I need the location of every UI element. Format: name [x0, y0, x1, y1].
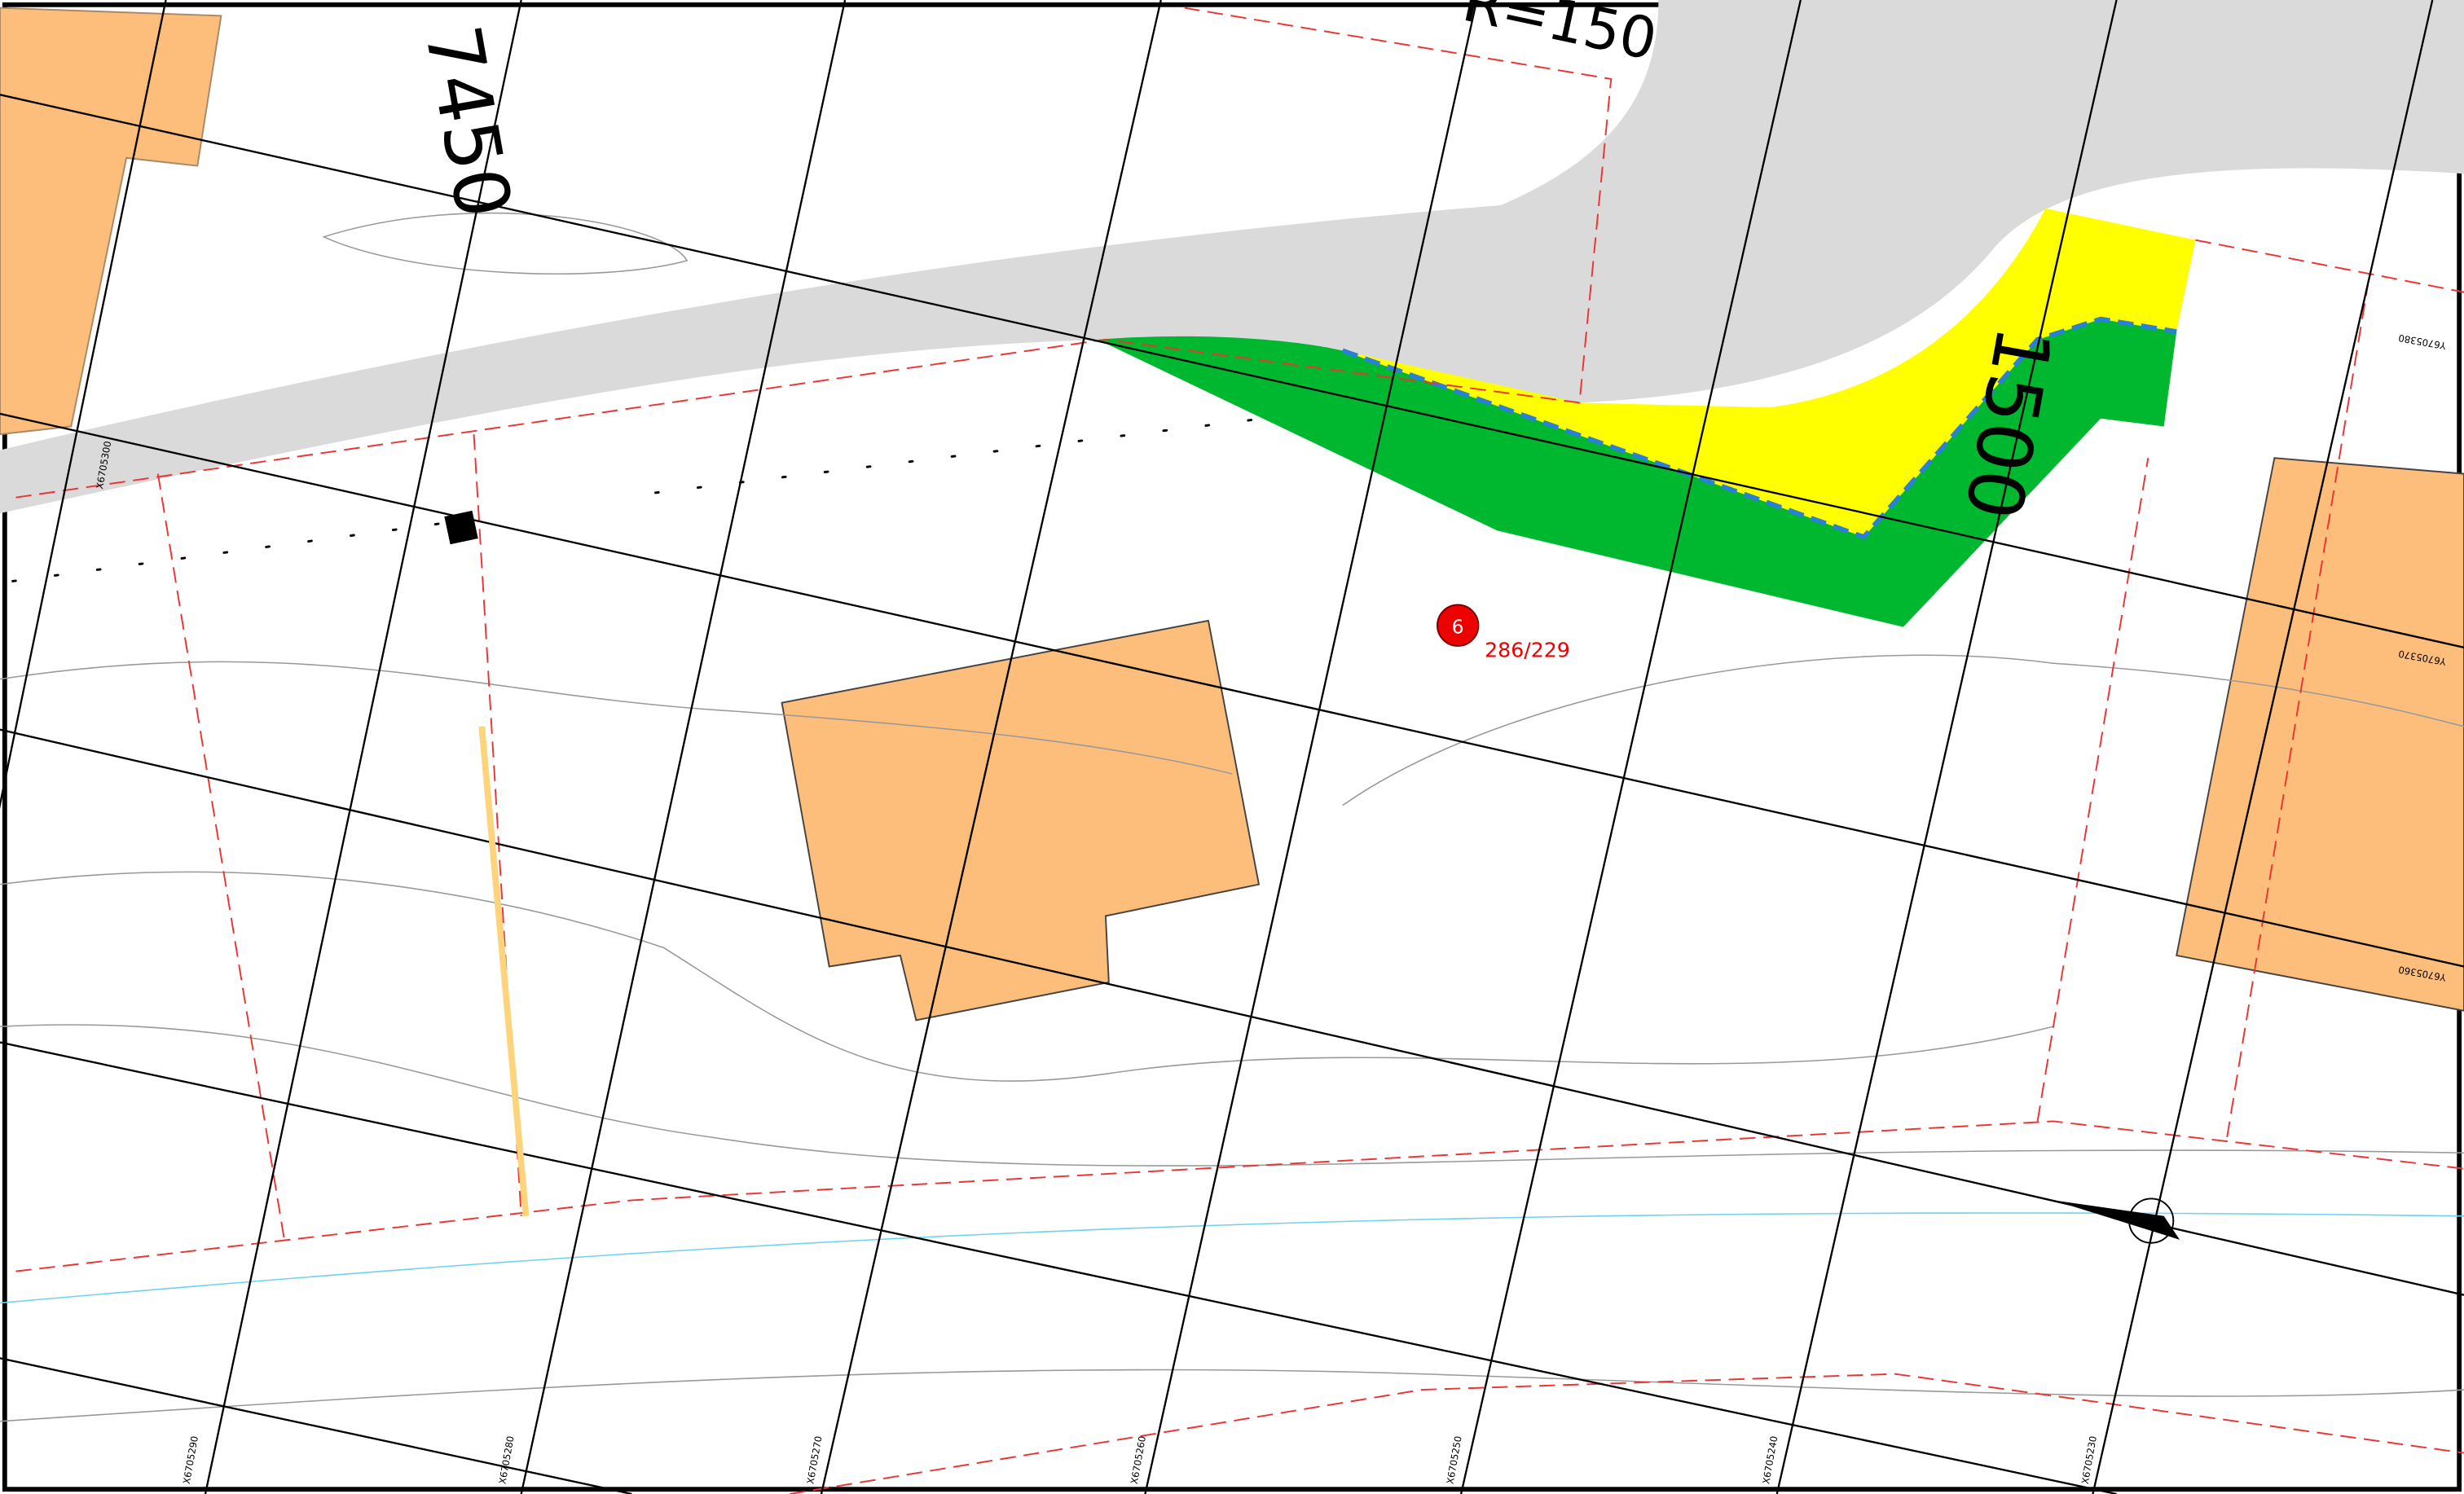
parcel-marker	[1437, 604, 1480, 647]
building	[0, 7, 222, 436]
north-arrow	[2053, 1200, 2180, 1240]
parcel-id: 286/229	[1485, 638, 1570, 661]
yellow-area	[1342, 208, 2196, 538]
north-circle	[2128, 1197, 2175, 1244]
road	[0, 0, 2464, 514]
stream	[0, 1212, 2464, 1304]
parcel-number: 6	[1452, 616, 1464, 638]
path	[478, 726, 530, 1217]
post	[444, 510, 478, 545]
building	[2176, 457, 2464, 1012]
building	[781, 619, 1261, 1022]
green-area	[1098, 319, 2177, 627]
